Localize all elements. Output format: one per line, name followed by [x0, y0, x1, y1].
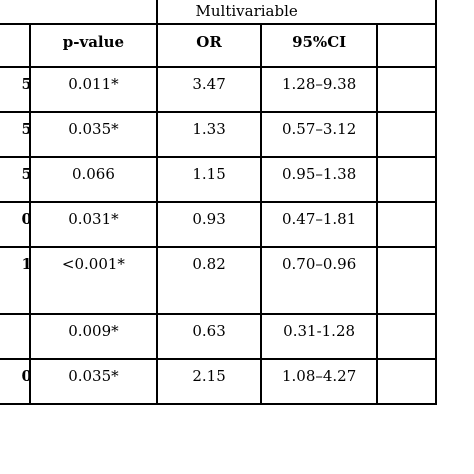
table-row: 0 0.031* 0.93 0.47–1.81: [0, 201, 437, 248]
or-cell: 0.93: [156, 201, 262, 248]
column-header-row: p-value OR 95%CI I: [0, 23, 437, 68]
multivariable-group-header: Multivariable: [156, 0, 437, 25]
row-lead-cell: 5: [0, 66, 31, 113]
column-header-p-value-multivariable: I: [376, 23, 437, 68]
row-lead-cell: [0, 313, 31, 360]
ci-cell: 0.57–3.12: [259, 111, 379, 158]
column-header-variable: [0, 23, 31, 68]
row-lead-cell: 1: [0, 246, 31, 315]
univariable-group-header: e: [0, 0, 159, 25]
table-row: 0.009* 0.63 0.31-1.28: [0, 313, 437, 360]
or-cell: 0.82: [156, 246, 262, 315]
or-cell: 3.47: [156, 66, 262, 113]
p-value-cell: 0.009*: [28, 313, 159, 360]
row-lead-cell: 5: [0, 156, 31, 203]
group-header-row: e Multivariable: [0, 0, 437, 25]
or-cell: 1.15: [156, 156, 262, 203]
ci-cell: 1.28–9.38: [259, 66, 379, 113]
p-value-cell: 0.035*: [28, 358, 159, 405]
row-lead-cell: 0: [0, 201, 31, 248]
ci-cell: 0.47–1.81: [259, 201, 379, 248]
or-cell: 1.33: [156, 111, 262, 158]
table-row: 5 0.066 1.15 0.95–1.38: [0, 156, 437, 203]
mv-p-value-cell: [376, 201, 437, 248]
mv-p-value-cell: [376, 313, 437, 360]
mv-p-value-cell: [376, 66, 437, 113]
table-row: 0 0.035* 2.15 1.08–4.27: [0, 358, 437, 405]
p-value-cell: 0.066: [28, 156, 159, 203]
results-table: e Multivariable p-value OR 95%CI I 5 0.0…: [0, 0, 437, 405]
ci-cell: 0.31-1.28: [259, 313, 379, 360]
or-cell: 2.15: [156, 358, 262, 405]
ci-cell: 0.70–0.96: [259, 246, 379, 315]
column-header-p-value: p-value: [28, 23, 159, 68]
or-cell: 0.63: [156, 313, 262, 360]
mv-p-value-cell: [376, 111, 437, 158]
mv-p-value-cell: [376, 358, 437, 405]
row-lead-cell: 5: [0, 111, 31, 158]
column-header-or: OR: [156, 23, 262, 68]
table-row: 5 0.035* 1.33 0.57–3.12: [0, 111, 437, 158]
ci-cell: 1.08–4.27: [259, 358, 379, 405]
mv-p-value-cell: [376, 156, 437, 203]
p-value-cell: 0.035*: [28, 111, 159, 158]
p-value-cell: 0.011*: [28, 66, 159, 113]
mv-p-value-cell: [376, 246, 437, 315]
ci-cell: 0.95–1.38: [259, 156, 379, 203]
column-header-ci: 95%CI: [259, 23, 379, 68]
row-lead-cell: 0: [0, 358, 31, 405]
p-value-cell: 0.031*: [28, 201, 159, 248]
table-row: 1 <0.001* 0.82 0.70–0.96: [0, 246, 437, 315]
table-row: 5 0.011* 3.47 1.28–9.38: [0, 66, 437, 113]
p-value-cell: <0.001*: [28, 246, 159, 315]
